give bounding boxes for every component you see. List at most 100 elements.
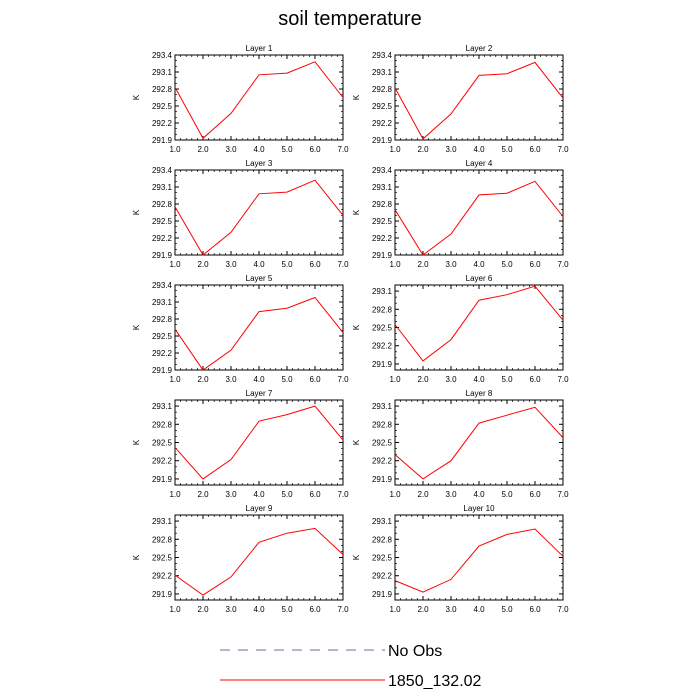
- x-tick-label: 6.0: [309, 145, 321, 154]
- y-axis-label: K: [132, 324, 141, 330]
- panel-title: Layer 7: [246, 389, 273, 398]
- y-tick-label: 292.8: [372, 305, 393, 314]
- y-tick-label: 292.5: [372, 102, 393, 111]
- x-tick-label: 2.0: [197, 145, 209, 154]
- y-tick-label: 293.1: [372, 183, 393, 192]
- y-tick-label: 292.2: [372, 342, 393, 351]
- y-axis-label: K: [352, 324, 361, 330]
- y-tick-label: 292.2: [372, 119, 393, 128]
- y-tick-label: 293.4: [372, 166, 393, 175]
- x-tick-label: 3.0: [445, 260, 457, 269]
- plot-frame: [174, 399, 344, 486]
- x-tick-label: 3.0: [445, 145, 457, 154]
- x-tick-label: 5.0: [501, 490, 513, 499]
- x-tick-label: 7.0: [557, 375, 569, 384]
- x-tick-label: 1.0: [389, 375, 401, 384]
- y-axis-label: K: [132, 554, 141, 560]
- x-tick-label: 2.0: [417, 605, 429, 614]
- y-tick-label: 292.5: [152, 439, 173, 448]
- y-tick-label: 292.2: [152, 234, 173, 243]
- chart-panel: Layer 5 K 1.0 2.0 3.0 4.0 5.0 6.0 7.0 293.4 293.1 2…: [132, 274, 349, 384]
- y-tick-label: 292.8: [152, 315, 173, 324]
- series-line: [394, 406, 564, 480]
- y-tick-label: 293.1: [372, 68, 393, 77]
- y-tick-label: 292.8: [372, 85, 393, 94]
- chart-title: soil temperature: [278, 8, 422, 30]
- x-tick-label: 2.0: [197, 375, 209, 384]
- y-tick-label: 292.8: [372, 420, 393, 429]
- x-tick-label: 6.0: [529, 490, 541, 499]
- x-tick-label: 6.0: [529, 605, 541, 614]
- chart-panel: Layer 4 K 1.0 2.0 3.0 4.0 5.0 6.0 7.0 293.4 293.1 2…: [352, 159, 569, 269]
- chart-panel: Layer 6 K 1.0 2.0 3.0 4.0 5.0 6.0 7.0 293.1 292.8 2…: [352, 274, 569, 384]
- plot-frame: [394, 54, 564, 141]
- y-axis-label: K: [132, 94, 141, 100]
- y-tick-label: 293.1: [152, 183, 173, 192]
- chart-panel: Layer 10 K 1.0 2.0 3.0 4.0 5.0 6.0 7.0 293.1 292.8…: [352, 504, 569, 614]
- y-tick-label: 292.5: [372, 439, 393, 448]
- y-axis-label: K: [132, 439, 141, 445]
- y-tick-label: 292.2: [152, 349, 173, 358]
- plot-frame: [394, 399, 564, 486]
- x-tick-label: 4.0: [473, 375, 485, 384]
- x-tick-label: 2.0: [417, 260, 429, 269]
- x-tick-label: 5.0: [281, 260, 293, 269]
- y-tick-label: 292.5: [152, 217, 173, 226]
- y-tick-label: 292.8: [152, 535, 173, 544]
- chart-legend: No Obs 1850_132.02: [220, 643, 482, 690]
- series-line: [174, 296, 344, 371]
- x-tick-label: 4.0: [253, 605, 265, 614]
- x-tick-label: 6.0: [529, 375, 541, 384]
- x-tick-label: 6.0: [529, 260, 541, 269]
- y-tick-label: 292.5: [152, 554, 173, 563]
- panel-title: Layer 10: [463, 504, 495, 513]
- panel-title: Layer 3: [246, 159, 273, 168]
- x-tick-label: 7.0: [337, 605, 349, 614]
- y-tick-label: 293.1: [152, 298, 173, 307]
- x-tick-label: 1.0: [169, 490, 181, 499]
- x-tick-label: 7.0: [337, 375, 349, 384]
- x-tick-label: 7.0: [557, 490, 569, 499]
- x-tick-label: 4.0: [253, 260, 265, 269]
- y-tick-label: 291.9: [152, 366, 173, 375]
- x-tick-label: 6.0: [309, 605, 321, 614]
- plot-frame: [174, 514, 344, 601]
- y-axis-label: K: [132, 209, 141, 215]
- x-tick-label: 7.0: [557, 260, 569, 269]
- y-tick-label: 292.5: [372, 217, 393, 226]
- x-tick-label: 3.0: [445, 605, 457, 614]
- x-tick-label: 1.0: [169, 260, 181, 269]
- y-tick-label: 292.2: [152, 457, 173, 466]
- x-tick-label: 7.0: [557, 605, 569, 614]
- chart-panel: Layer 8 K 1.0 2.0 3.0 4.0 5.0 6.0 7.0 293.1 292.8 2…: [352, 389, 569, 499]
- y-tick-label: 291.9: [152, 136, 173, 145]
- x-tick-label: 5.0: [501, 260, 513, 269]
- y-tick-label: 292.2: [372, 234, 393, 243]
- y-tick-label: 293.1: [152, 517, 173, 526]
- x-tick-label: 6.0: [309, 260, 321, 269]
- x-tick-label: 2.0: [197, 605, 209, 614]
- y-tick-label: 291.9: [372, 251, 393, 260]
- y-tick-label: 293.4: [372, 51, 393, 60]
- y-axis-label: K: [352, 439, 361, 445]
- series-line: [394, 61, 564, 140]
- y-tick-label: 293.4: [152, 281, 173, 290]
- y-axis-label: K: [352, 554, 361, 560]
- x-tick-label: 2.0: [417, 145, 429, 154]
- series-line: [394, 285, 564, 362]
- y-tick-label: 292.8: [152, 200, 173, 209]
- y-tick-label: 293.1: [372, 287, 393, 296]
- y-tick-label: 293.4: [152, 51, 173, 60]
- y-axis-label: K: [352, 94, 361, 100]
- panel-title: Layer 8: [466, 389, 493, 398]
- series-line: [394, 528, 564, 593]
- x-tick-label: 1.0: [389, 490, 401, 499]
- y-tick-label: 292.8: [372, 200, 393, 209]
- x-tick-label: 3.0: [445, 490, 457, 499]
- y-tick-label: 293.1: [372, 402, 393, 411]
- x-tick-label: 5.0: [501, 145, 513, 154]
- x-tick-label: 5.0: [501, 375, 513, 384]
- y-tick-label: 292.5: [152, 332, 173, 341]
- y-axis-label: K: [352, 209, 361, 215]
- x-tick-label: 1.0: [389, 605, 401, 614]
